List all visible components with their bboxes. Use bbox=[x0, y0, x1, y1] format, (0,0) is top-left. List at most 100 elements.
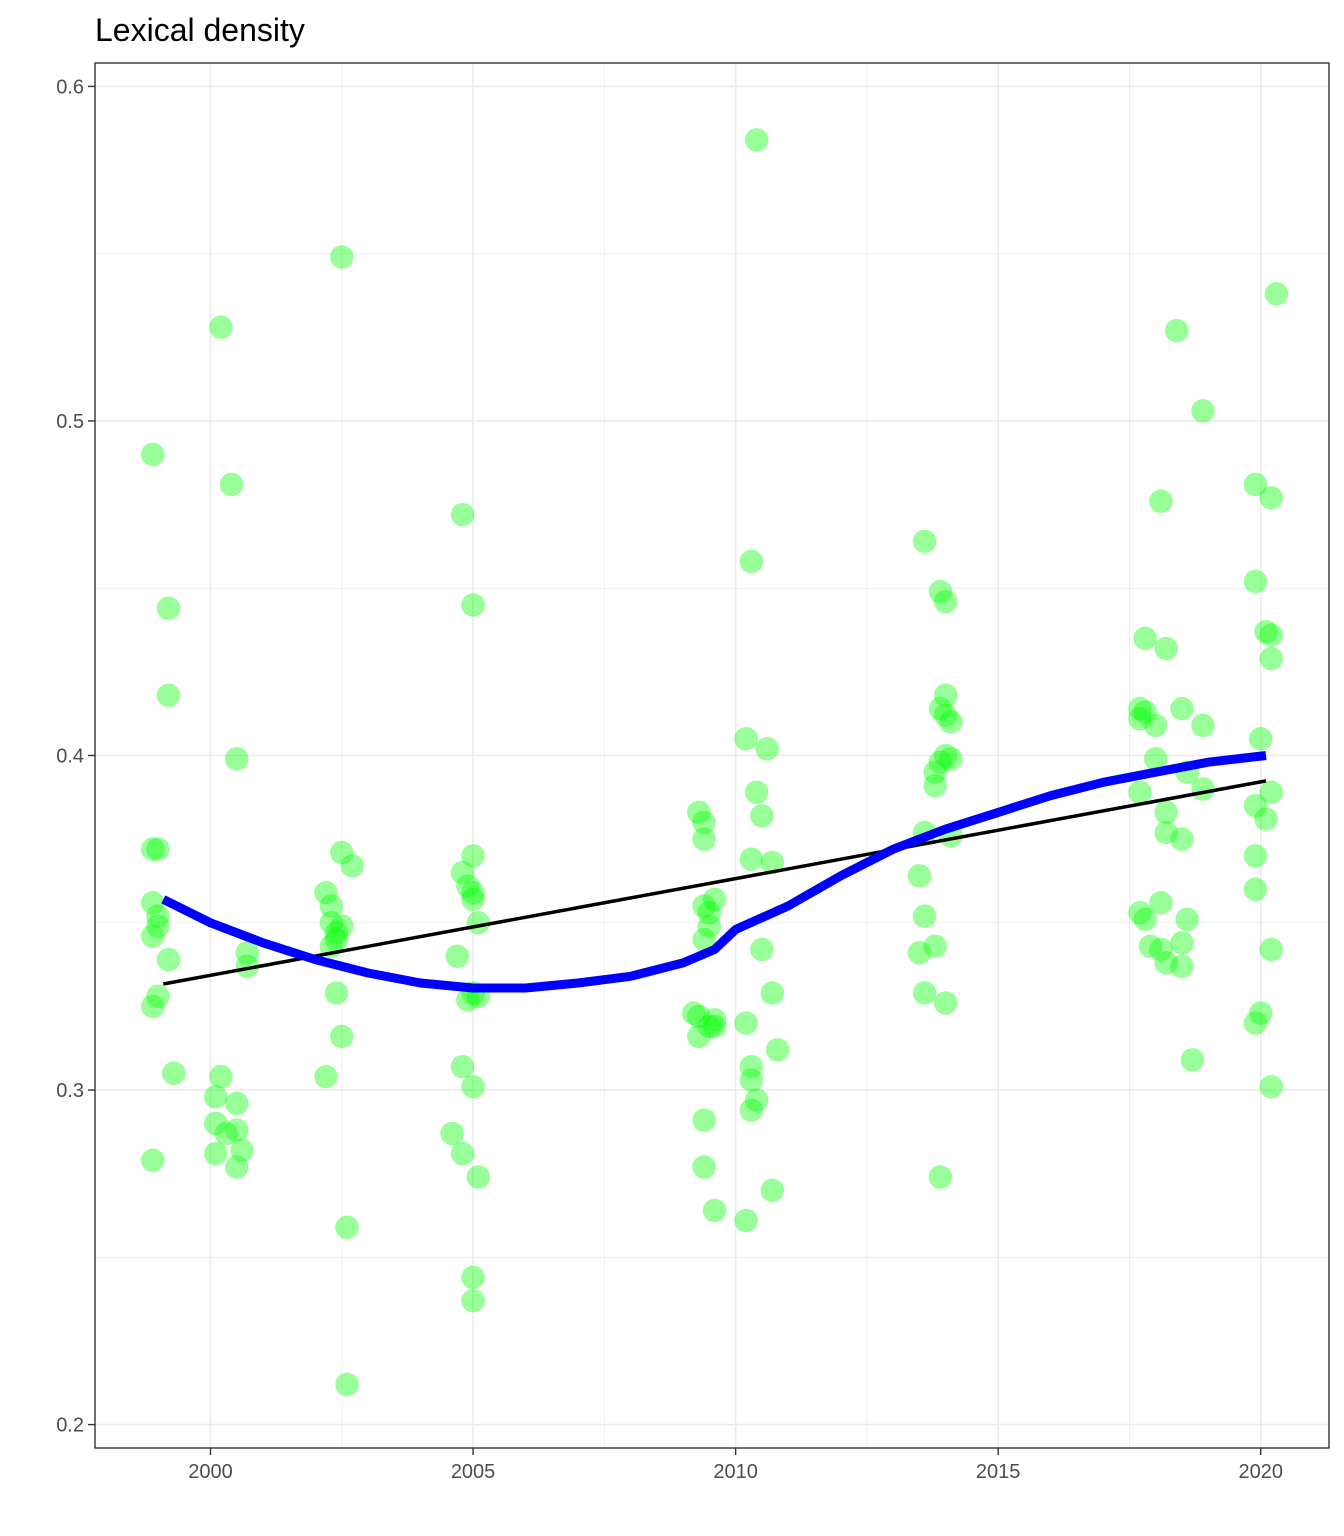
data-point bbox=[739, 1098, 764, 1123]
data-point bbox=[1259, 646, 1284, 671]
data-point bbox=[681, 1001, 706, 1026]
data-point bbox=[928, 696, 953, 721]
data-point bbox=[1190, 713, 1215, 738]
data-point bbox=[450, 502, 475, 527]
data-point bbox=[1175, 907, 1200, 932]
data-point bbox=[1127, 696, 1152, 721]
data-point bbox=[466, 1165, 491, 1190]
data-point bbox=[739, 1054, 764, 1079]
data-point bbox=[209, 1064, 234, 1089]
data-point bbox=[907, 940, 932, 965]
data-point bbox=[697, 914, 722, 939]
data-point bbox=[692, 894, 717, 919]
data-point bbox=[156, 947, 181, 972]
data-point bbox=[697, 1014, 722, 1039]
data-point bbox=[760, 850, 785, 875]
data-point bbox=[450, 1054, 475, 1079]
data-point bbox=[933, 589, 958, 614]
axes: 2000 2005 2010 2015 2020 0.2 0.3 0.4 0.5 0.6 bbox=[56, 76, 1283, 1483]
data-point bbox=[765, 1037, 790, 1062]
grid-lines bbox=[95, 63, 1329, 1448]
data-point bbox=[319, 910, 344, 935]
data-point bbox=[461, 1074, 486, 1099]
data-point bbox=[1248, 726, 1273, 751]
data-point bbox=[734, 726, 759, 751]
data-point bbox=[744, 780, 769, 805]
data-point bbox=[1243, 472, 1268, 497]
data-point bbox=[702, 1198, 727, 1223]
data-point bbox=[692, 810, 717, 835]
data-point bbox=[907, 863, 932, 888]
data-point bbox=[1259, 1074, 1284, 1099]
data-point bbox=[140, 924, 165, 949]
data-point bbox=[461, 592, 486, 617]
data-point bbox=[461, 1288, 486, 1313]
data-point bbox=[912, 904, 937, 929]
x-tick-label: 2010 bbox=[713, 1461, 758, 1483]
data-point bbox=[1169, 930, 1194, 955]
data-point bbox=[461, 887, 486, 912]
data-point bbox=[1148, 489, 1173, 514]
data-point bbox=[923, 760, 948, 785]
data-point bbox=[1154, 950, 1179, 975]
data-point bbox=[923, 934, 948, 959]
data-point bbox=[1148, 937, 1173, 962]
linear-fit-line bbox=[162, 779, 1267, 986]
data-point bbox=[224, 746, 249, 771]
y-tick-label: 0.3 bbox=[56, 1080, 84, 1102]
data-point bbox=[314, 880, 339, 905]
data-point bbox=[203, 1084, 228, 1109]
data-point bbox=[1259, 485, 1284, 510]
data-point bbox=[938, 710, 963, 735]
data-point bbox=[1127, 900, 1152, 925]
data-point bbox=[702, 1014, 727, 1039]
data-point bbox=[1243, 569, 1268, 594]
data-point bbox=[755, 736, 780, 761]
data-point bbox=[1164, 318, 1189, 343]
y-tick-label: 0.4 bbox=[56, 746, 84, 768]
fit-lines bbox=[161, 751, 1267, 993]
data-point bbox=[319, 894, 344, 919]
data-point bbox=[156, 683, 181, 708]
data-point bbox=[219, 472, 244, 497]
data-point bbox=[739, 549, 764, 574]
data-point bbox=[760, 1178, 785, 1203]
data-point bbox=[938, 746, 963, 771]
data-point bbox=[686, 1004, 711, 1029]
data-point bbox=[156, 596, 181, 621]
data-point bbox=[734, 1208, 759, 1233]
data-point bbox=[1180, 1047, 1205, 1072]
data-point bbox=[912, 981, 937, 1006]
data-point bbox=[324, 981, 349, 1006]
data-point bbox=[1169, 954, 1194, 979]
data-point bbox=[224, 1118, 249, 1143]
data-point bbox=[1133, 907, 1158, 932]
data-point bbox=[329, 245, 354, 270]
data-point bbox=[923, 773, 948, 798]
y-tick-label: 0.5 bbox=[56, 411, 84, 433]
data-point bbox=[749, 803, 774, 828]
data-point bbox=[230, 1138, 255, 1163]
data-point bbox=[146, 914, 171, 939]
data-point bbox=[739, 1068, 764, 1093]
data-point bbox=[224, 1154, 249, 1179]
data-point bbox=[739, 847, 764, 872]
data-point bbox=[1243, 877, 1268, 902]
data-point bbox=[686, 800, 711, 825]
data-point bbox=[203, 1141, 228, 1166]
data-point bbox=[335, 1372, 360, 1397]
data-point bbox=[1259, 937, 1284, 962]
data-point bbox=[734, 1011, 759, 1036]
data-point bbox=[146, 837, 171, 862]
data-point bbox=[760, 981, 785, 1006]
data-point bbox=[933, 703, 958, 728]
data-point bbox=[1243, 843, 1268, 868]
data-point bbox=[1243, 1011, 1268, 1036]
x-tick-label: 2015 bbox=[976, 1461, 1021, 1483]
data-point bbox=[933, 991, 958, 1016]
data-point bbox=[1190, 776, 1215, 801]
data-point bbox=[1133, 626, 1158, 651]
x-tick-label: 2005 bbox=[451, 1461, 496, 1483]
data-point bbox=[1253, 807, 1278, 832]
